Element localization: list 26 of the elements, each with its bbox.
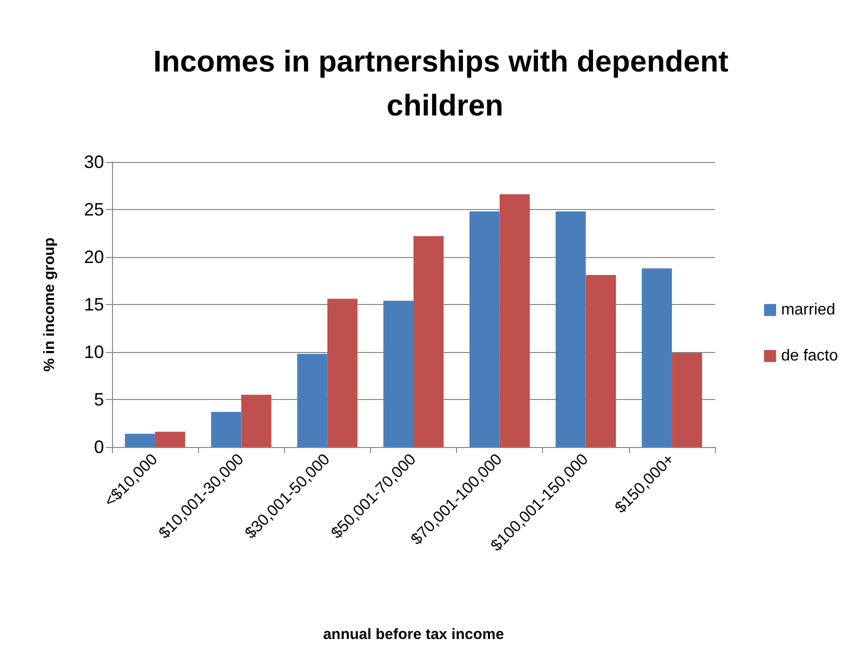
- bar: [672, 352, 702, 447]
- x-axis-title: annual before tax income: [323, 626, 504, 643]
- bar: [383, 300, 414, 447]
- bar: [297, 354, 328, 447]
- bar: [586, 275, 616, 447]
- y-tick-label: 30: [84, 152, 104, 172]
- bar: [500, 194, 530, 447]
- bar: [642, 268, 672, 447]
- bar: [414, 236, 444, 447]
- legend-label: married: [781, 302, 836, 318]
- bar: [124, 434, 156, 447]
- legend-label: de facto: [781, 348, 838, 364]
- y-tick-label: 15: [84, 294, 104, 314]
- y-tick-label: 20: [84, 247, 104, 267]
- y-axis-title: % in income group: [41, 237, 58, 372]
- bar: [241, 394, 272, 447]
- chart-title: Incomes in partnerships with dependent children: [153, 46, 737, 122]
- bar: [556, 211, 586, 447]
- bar: [155, 432, 186, 447]
- bar: [211, 412, 242, 447]
- bar: [327, 298, 358, 447]
- y-tick-label: 25: [84, 200, 104, 220]
- y-tick-label: 10: [84, 342, 104, 362]
- y-tick-label: 5: [94, 390, 104, 410]
- y-tick-label: 0: [94, 437, 104, 457]
- bar: [469, 211, 500, 447]
